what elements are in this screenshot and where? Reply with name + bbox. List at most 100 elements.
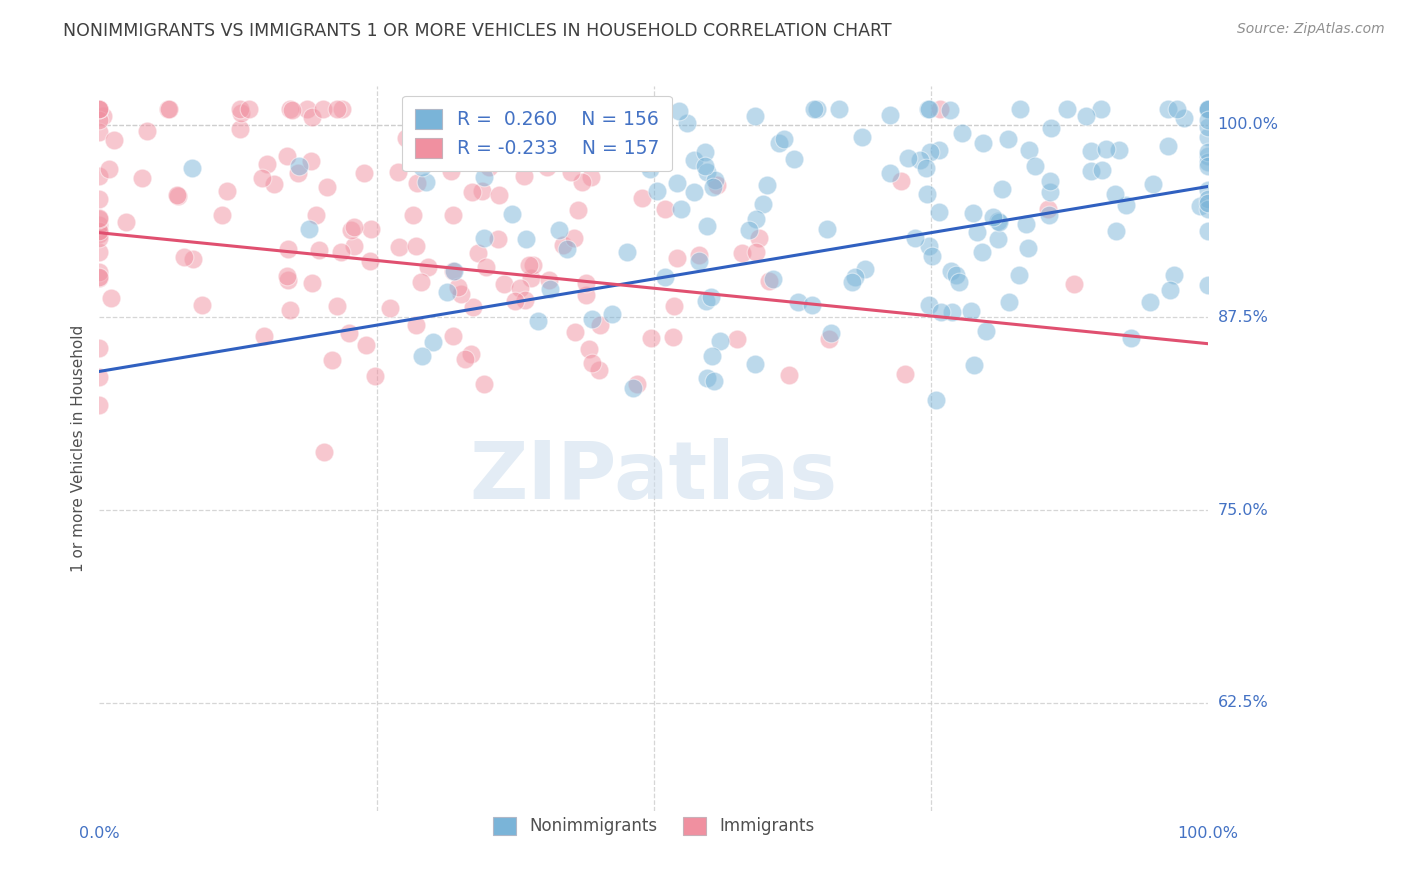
Point (411, 160, 433, 174)
Point (211, 208, 233, 222)
Text: ZIPatlas: ZIPatlas (470, 439, 838, 516)
Point (621, 381, 644, 395)
Point (981, 210, 1004, 224)
Point (1197, 183, 1219, 197)
Point (89, 244, 111, 259)
Point (443, 264, 465, 278)
Point (616, 244, 638, 259)
Point (768, 136, 790, 151)
Point (1080, 164, 1102, 178)
Point (89, 169, 111, 183)
Point (1024, 160, 1046, 174)
Point (803, 103, 825, 117)
Point (89, 398, 111, 412)
Point (278, 103, 301, 117)
Point (388, 240, 411, 254)
Point (918, 298, 941, 312)
Point (1197, 120, 1219, 135)
Point (553, 238, 575, 252)
Point (330, 103, 353, 117)
Point (538, 273, 561, 287)
Point (696, 219, 718, 233)
Point (405, 176, 427, 190)
Point (925, 392, 948, 407)
Point (446, 104, 468, 119)
Y-axis label: 1 or more Vehicles in Household: 1 or more Vehicles in Household (72, 325, 86, 572)
Point (330, 244, 353, 259)
Point (167, 189, 190, 203)
Point (461, 185, 484, 199)
Point (1166, 103, 1188, 117)
Point (928, 204, 950, 219)
Point (1038, 208, 1060, 222)
Point (702, 180, 724, 194)
Point (301, 276, 323, 290)
Point (820, 326, 842, 340)
Point (1091, 163, 1114, 178)
Point (638, 161, 661, 176)
Point (654, 202, 676, 216)
Point (297, 103, 319, 117)
Point (173, 250, 195, 264)
Point (571, 176, 593, 190)
Point (181, 161, 204, 175)
Point (562, 231, 585, 245)
Point (422, 334, 444, 349)
Point (647, 185, 669, 199)
Point (939, 263, 962, 277)
Point (450, 286, 472, 301)
Point (564, 326, 586, 340)
Point (966, 225, 988, 239)
Point (918, 103, 941, 117)
Point (522, 258, 544, 272)
Point (387, 165, 409, 179)
Point (181, 252, 204, 266)
Point (851, 130, 873, 145)
Point (395, 130, 418, 145)
Point (89, 341, 111, 355)
Point (688, 247, 710, 261)
Point (89, 212, 111, 227)
Point (166, 188, 188, 202)
Point (474, 260, 496, 275)
Point (136, 124, 159, 138)
Point (512, 169, 534, 183)
Point (441, 329, 464, 343)
Point (758, 274, 780, 288)
Point (555, 242, 578, 256)
Point (917, 187, 939, 202)
Point (1108, 144, 1130, 158)
Point (343, 220, 366, 235)
Point (1197, 159, 1219, 173)
Point (948, 275, 970, 289)
Point (472, 376, 495, 391)
Point (1139, 294, 1161, 309)
Point (1159, 284, 1181, 298)
Point (614, 145, 637, 159)
Point (1163, 268, 1185, 283)
Point (1173, 111, 1195, 125)
Point (915, 161, 938, 175)
Point (89, 211, 111, 226)
Point (744, 357, 766, 371)
Point (1104, 187, 1126, 202)
Point (471, 184, 494, 198)
Point (256, 157, 278, 171)
Point (702, 349, 724, 363)
Point (987, 214, 1010, 228)
Text: 100.0%: 100.0% (1218, 118, 1278, 132)
Point (520, 270, 543, 285)
Point (89, 103, 111, 117)
Point (510, 113, 533, 128)
Point (998, 294, 1021, 309)
Point (1197, 112, 1219, 127)
Point (298, 222, 321, 236)
Point (1040, 121, 1063, 136)
Point (515, 293, 537, 308)
Point (1105, 224, 1128, 238)
Point (737, 223, 759, 237)
Point (538, 282, 561, 296)
Point (939, 103, 962, 117)
Point (607, 103, 630, 117)
Point (89, 270, 111, 285)
